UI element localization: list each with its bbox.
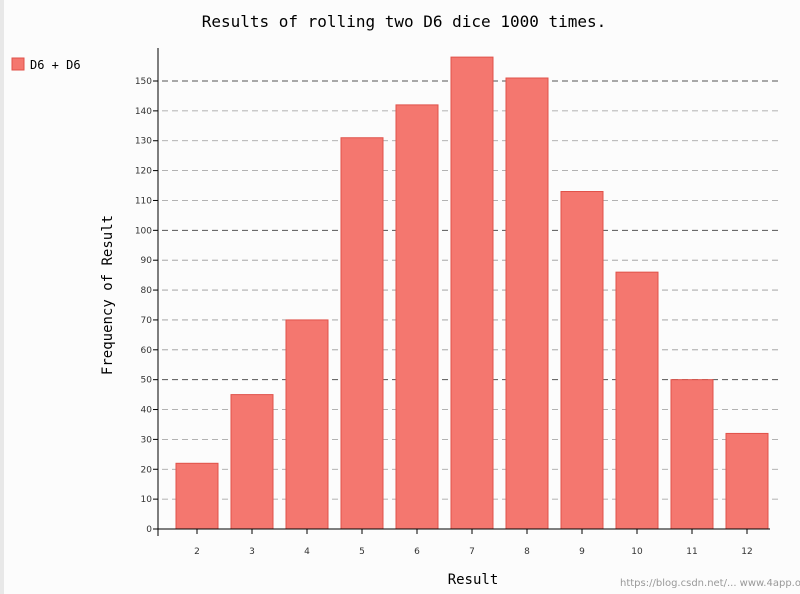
- y-tick-label: 20: [141, 465, 153, 475]
- x-tick-label: 9: [579, 547, 585, 557]
- y-tick-label: 80: [141, 286, 153, 296]
- watermark: https://blog.csdn.net/... www.4app.onlin…: [620, 578, 800, 589]
- y-tick-label: 0: [146, 525, 152, 535]
- y-tick-label: 140: [135, 107, 152, 117]
- y-tick-label: 50: [141, 376, 153, 386]
- legend[interactable]: D6 + D6: [11, 57, 81, 72]
- bar-9[interactable]: [560, 191, 604, 530]
- bar-11[interactable]: [670, 379, 714, 530]
- x-axis-label: Result: [448, 572, 499, 588]
- y-tick-label: 100: [135, 226, 152, 236]
- x-tick-label: 10: [631, 547, 643, 557]
- x-tick-label: 8: [524, 547, 530, 557]
- bar-4[interactable]: [285, 319, 329, 530]
- bar-10[interactable]: [615, 271, 659, 530]
- x-tick-label: 6: [414, 547, 420, 557]
- bars: [175, 56, 769, 530]
- bar-6[interactable]: [395, 104, 439, 530]
- y-tick-label: 90: [141, 256, 153, 266]
- y-tick-label: 120: [135, 167, 152, 177]
- legend-label: D6 + D6: [30, 58, 81, 72]
- y-tick-labels: 0 10 20 30 40 50 60 70 80 90 100 110 120 130 140 150: [135, 77, 158, 535]
- y-tick-label: 150: [135, 77, 152, 87]
- y-tick-label: 130: [135, 137, 152, 147]
- x-tick-label: 11: [686, 547, 697, 557]
- bar-2[interactable]: [175, 462, 219, 530]
- bar-8[interactable]: [505, 77, 549, 530]
- y-tick-label: 60: [141, 346, 153, 356]
- x-tick-label: 12: [741, 547, 752, 557]
- x-tick-label: 3: [249, 547, 255, 557]
- bar-12[interactable]: [725, 432, 769, 530]
- legend-swatch: [11, 57, 25, 71]
- window-edge: [0, 0, 4, 594]
- bar-5[interactable]: [340, 137, 384, 530]
- y-tick-label: 10: [141, 495, 153, 505]
- y-tick-label: 30: [141, 435, 153, 445]
- bar-3[interactable]: [230, 394, 274, 530]
- x-tick-label: 7: [469, 547, 475, 557]
- y-tick-label: 110: [135, 196, 152, 206]
- x-tick-label: 2: [194, 547, 200, 557]
- y-tick-label: 70: [141, 316, 153, 326]
- x-tick-label: 5: [359, 547, 365, 557]
- x-tick-labels: 2 3 4 5 6 7 8 9 10 11 12: [194, 529, 753, 557]
- bar-7[interactable]: [450, 56, 494, 530]
- y-axis-label: Frequency of Result: [100, 215, 116, 375]
- x-tick-label: 4: [304, 547, 310, 557]
- y-tick-label: 40: [141, 406, 153, 416]
- chart-title: Results of rolling two D6 dice 1000 time…: [202, 12, 607, 31]
